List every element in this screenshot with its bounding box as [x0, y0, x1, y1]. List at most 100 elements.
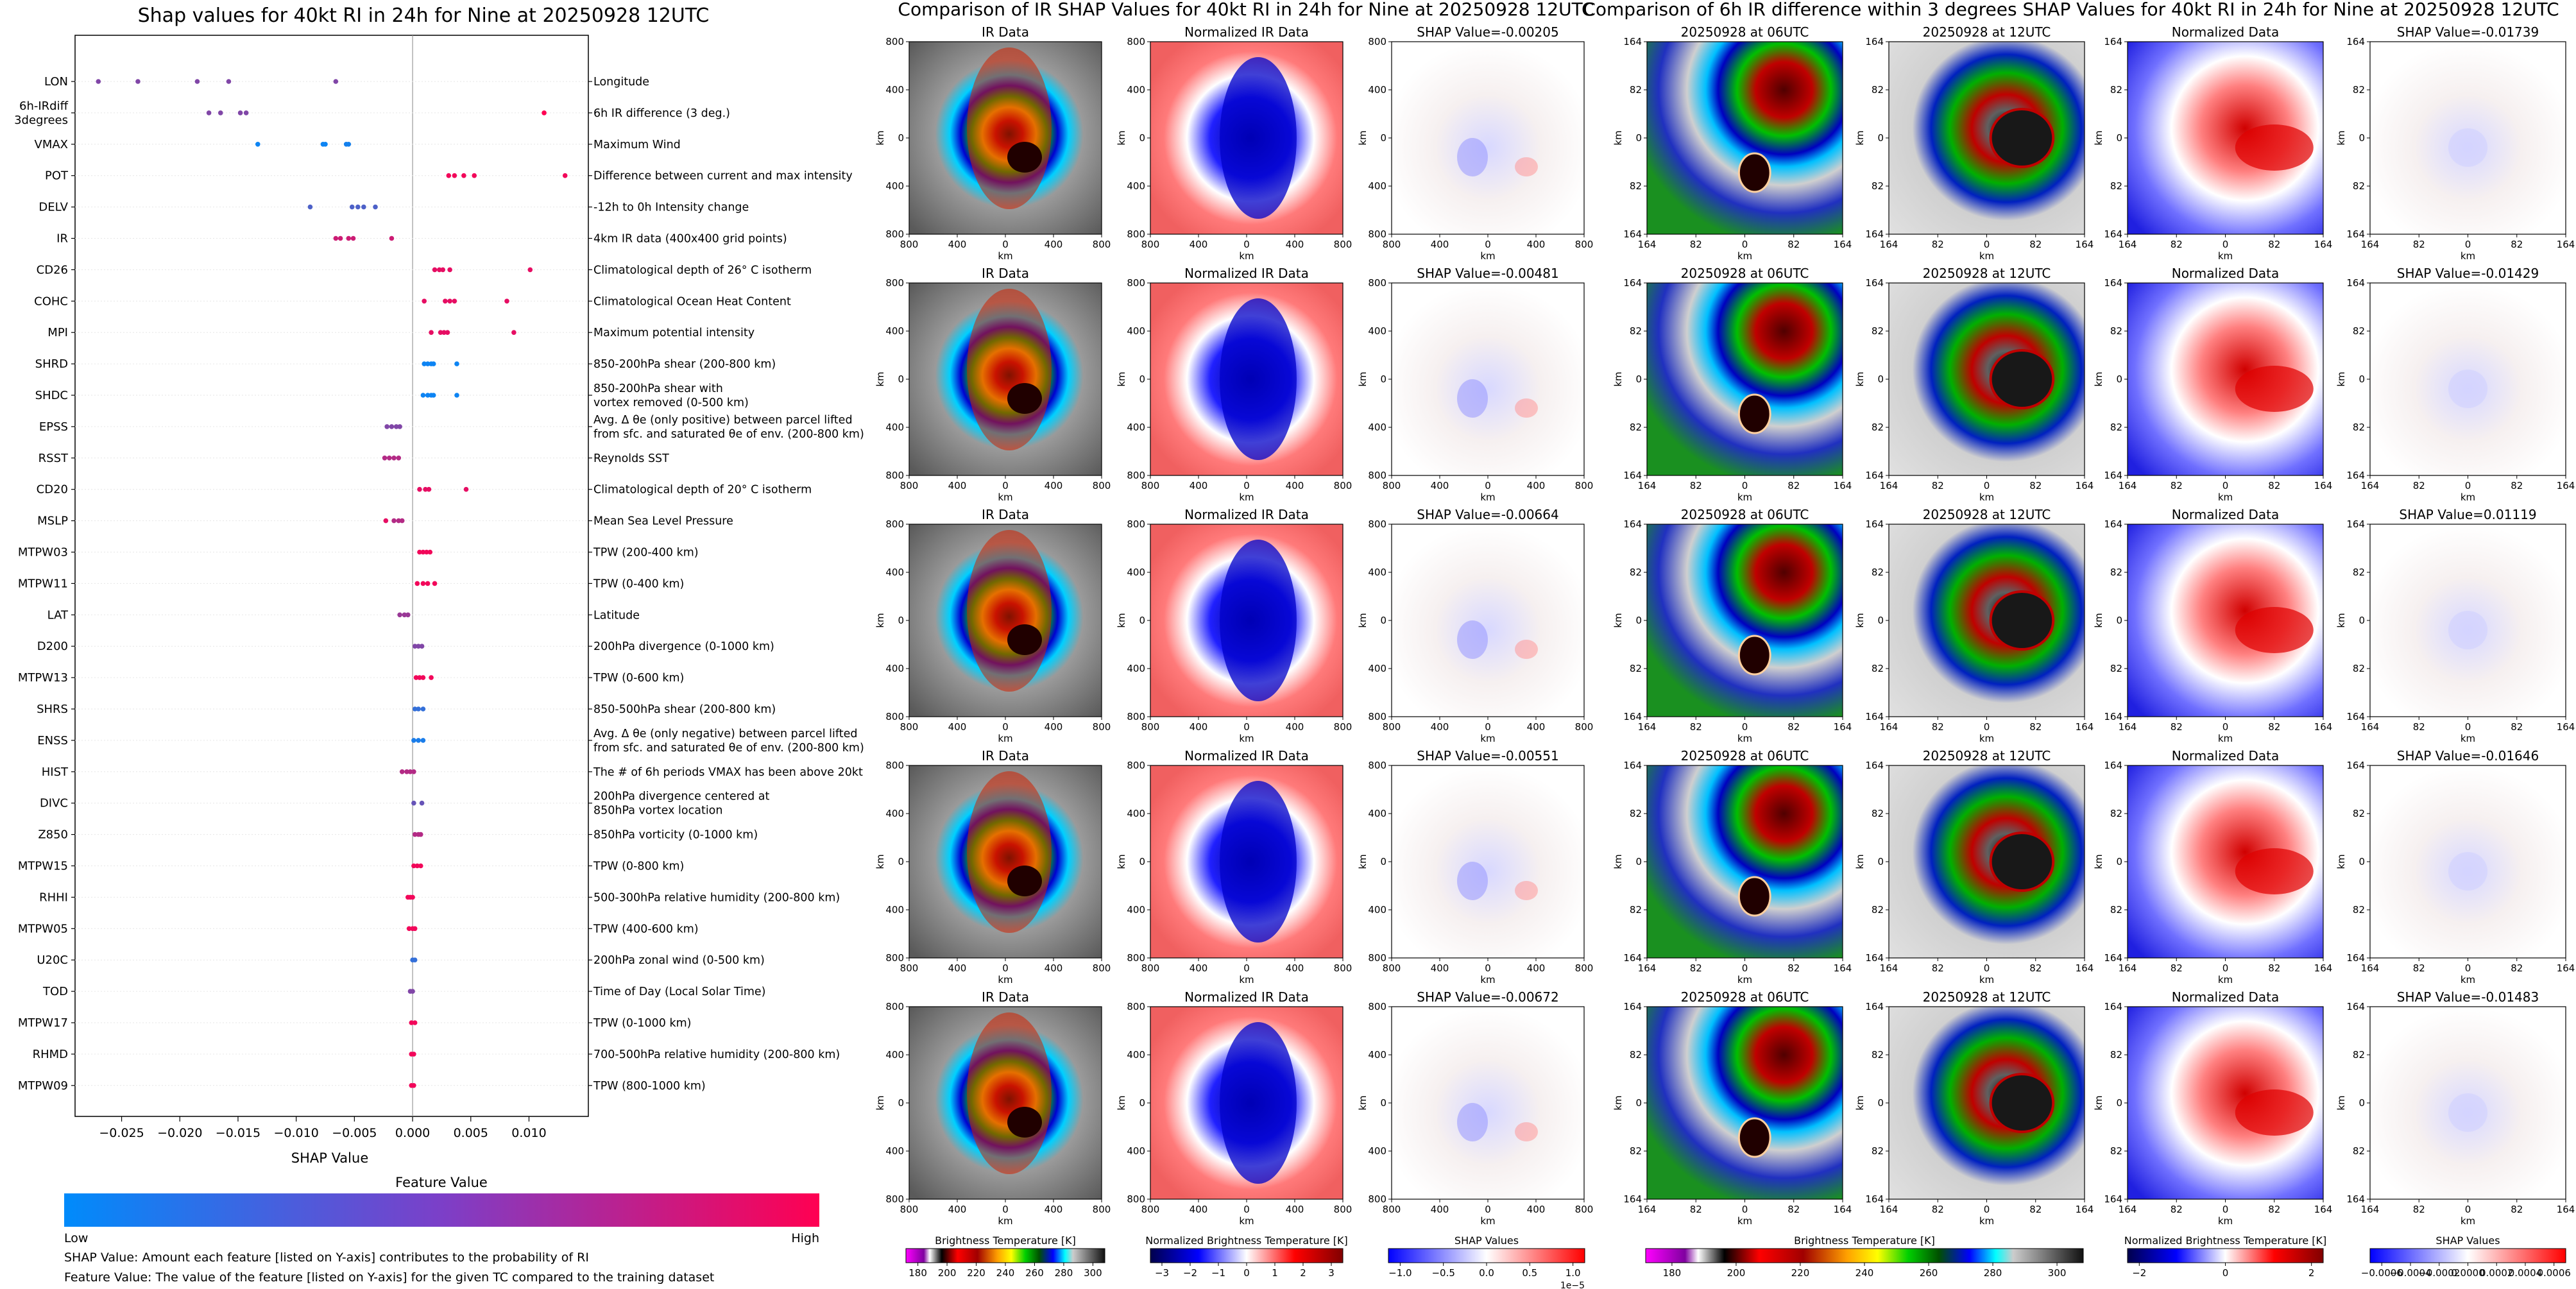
panel-y-tick-label: 164: [2346, 711, 2365, 722]
panel-x-tick-label: 800: [900, 962, 919, 974]
panel-x-tick-label: 82: [1690, 721, 1702, 733]
feature-name: Z850: [38, 828, 68, 842]
colorbar-ramp: [1388, 1248, 1585, 1263]
shap-point: [237, 110, 243, 115]
storm-band: [1220, 540, 1297, 701]
colorbar-tick-label: −0.5: [1431, 1267, 1454, 1279]
shap-point: [411, 769, 416, 774]
panel-y-label: km: [1116, 854, 1127, 869]
eye-feature: [1989, 108, 2055, 168]
panel-x-label: km: [1979, 974, 1994, 986]
panel-x-tick-label: 164: [2119, 239, 2137, 250]
panel-y-tick-label: 0: [1380, 373, 1386, 385]
panel-x-tick-label: 164: [2557, 480, 2575, 491]
panel-y-label: km: [1357, 1095, 1369, 1110]
shap-point: [422, 298, 427, 304]
shap-point: [419, 644, 425, 649]
shap-point: [431, 393, 436, 398]
feature-name: DIVC: [40, 797, 68, 810]
panel-y-tick-label: 400: [1127, 1049, 1145, 1061]
anomaly-feature: [2235, 607, 2314, 653]
panel-y-tick-label: 164: [2104, 1001, 2122, 1012]
panel-x-tick-label: 164: [1834, 962, 1852, 974]
panel-x-tick-label: 164: [2361, 721, 2380, 733]
panel-x-tick-label: 800: [900, 480, 919, 491]
panel-y-tick-label: 164: [1623, 760, 1642, 771]
colorbar: Normalized Brightness Temperature [K] −2 0…: [2124, 1234, 2327, 1279]
panel-y-tick-label: 0: [898, 373, 904, 385]
panel-y-label: km: [2093, 613, 2104, 627]
shap-summary-title: Shap values for 40kt RI in 24h for Nine …: [138, 4, 710, 27]
colorbar: Normalized Brightness Temperature [K] −3 −…: [1145, 1234, 1348, 1279]
shap-point: [350, 235, 356, 241]
panel-y-tick-label: 82: [1630, 1145, 1642, 1157]
panel-y-tick-label: 82: [1872, 567, 1884, 578]
panel-y-tick-label: 400: [1368, 663, 1386, 674]
panel-title: SHAP Value=-0.01429: [2397, 266, 2539, 281]
panel-y-tick-label: 400: [885, 1145, 904, 1157]
panel-title: IR Data: [982, 24, 1029, 40]
panel-image: [1647, 283, 1843, 475]
anomaly-feature: [2235, 366, 2314, 412]
shap-point: [425, 393, 431, 398]
panel-y-label: km: [874, 130, 886, 145]
feature-row: MTPW11 TPW (0-400 km): [18, 577, 684, 590]
panel-x-tick-label: 800: [1334, 962, 1352, 974]
panel-y-tick-label: 164: [2346, 228, 2365, 240]
eye-feature: [1737, 635, 1771, 676]
panel-y-tick-label: 0: [1380, 132, 1386, 144]
panel-y-tick-label: 0: [1635, 1097, 1642, 1109]
colorbar-tick-label: 240: [1855, 1267, 1874, 1279]
panel-x-tick-label: 400: [1190, 239, 1208, 250]
panel-title: SHAP Value=-0.01739: [2397, 24, 2539, 40]
feature-row: MTPW15 TPW (0-800 km): [18, 860, 684, 873]
feature-description: Latitude: [593, 609, 640, 622]
x-tick-label: −0.015: [216, 1126, 260, 1140]
panel-y-tick-label: 800: [885, 470, 904, 481]
feature-description: TPW (0-400 km): [593, 577, 684, 590]
panel-y-tick-label: 0: [2116, 132, 2122, 144]
panel-x-tick-label: 82: [2511, 721, 2523, 733]
colorbar-ramp: [1150, 1248, 1343, 1263]
panel-y-tick-label: 800: [1127, 952, 1145, 964]
panel-y-tick-label: 400: [1368, 808, 1386, 819]
shap-point: [443, 298, 448, 304]
panel-y-tick-label: 800: [885, 518, 904, 530]
feature-name: LAT: [47, 608, 69, 622]
feature-description: 6h IR difference (3 deg.): [593, 107, 730, 120]
feature-description: The # of 6h periods VMAX has been above …: [593, 766, 863, 779]
panel-y-tick-label: 82: [1630, 325, 1642, 337]
colorbar-ramp: [2369, 1248, 2566, 1263]
panel-y-tick-label: 800: [1368, 277, 1386, 289]
panel-y-label: km: [1612, 371, 1624, 386]
panel-y-tick-label: 82: [2110, 1049, 2122, 1061]
feature-row: DELV -12h to 0h Intensity change: [38, 201, 749, 214]
panel-y-tick-label: 400: [1127, 567, 1145, 578]
panel-y-tick-label: 800: [1127, 1001, 1145, 1012]
feature-description: 200hPa divergence (0-1000 km): [593, 640, 774, 653]
shap-blob: [1515, 881, 1538, 900]
colorbar-tick-label: −0.0004: [2390, 1267, 2432, 1279]
panel-image: [1889, 765, 2085, 958]
panel-x-tick-label: 164: [1880, 480, 1898, 491]
panel-x-tick-label: 400: [1431, 480, 1449, 491]
panel-y-tick-label: 82: [1872, 422, 1884, 433]
shap-point: [410, 989, 415, 994]
panel-x-tick-label: 82: [2511, 962, 2523, 974]
panel-x-tick-label: 82: [1787, 1204, 1800, 1215]
panel-y-label: km: [1357, 854, 1369, 869]
panel-y-tick-label: 164: [2346, 1193, 2365, 1205]
panel-title: 20250928 at 12UTC: [1923, 266, 2051, 281]
panel-x-tick-label: 82: [1787, 721, 1800, 733]
panel-x-tick-label: 0: [1984, 239, 1990, 250]
panel-x-tick-label: 0: [2465, 239, 2471, 250]
panel-y-tick-label: 800: [1368, 1193, 1386, 1205]
panel-x-tick-label: 82: [2029, 239, 2042, 250]
feature-name: ENSS: [37, 734, 68, 747]
panel-y-tick-label: 0: [2358, 132, 2365, 144]
panel-x-tick-label: 164: [1638, 1204, 1657, 1215]
